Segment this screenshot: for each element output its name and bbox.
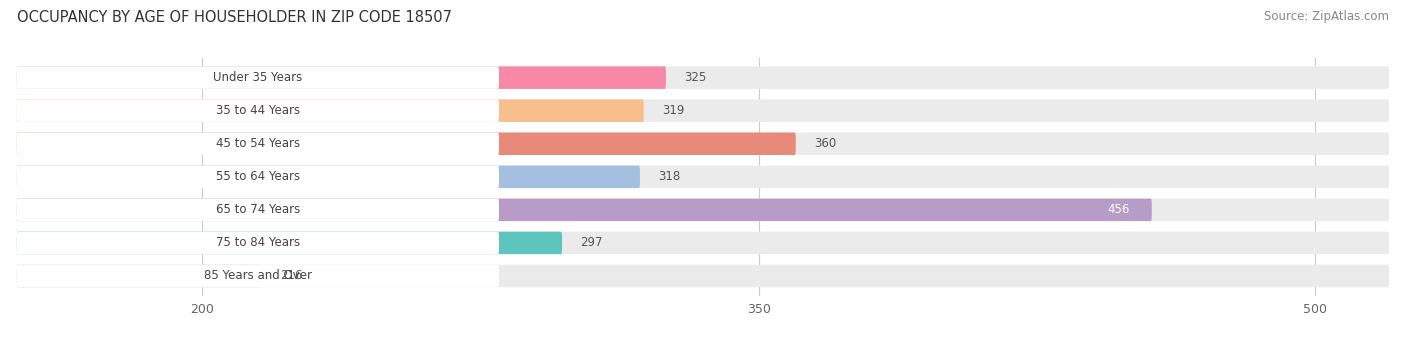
Text: 325: 325: [685, 71, 707, 84]
FancyBboxPatch shape: [17, 166, 499, 188]
Text: 216: 216: [280, 270, 302, 283]
FancyBboxPatch shape: [17, 133, 796, 155]
FancyBboxPatch shape: [17, 99, 1389, 122]
FancyBboxPatch shape: [17, 66, 1389, 89]
Text: 45 to 54 Years: 45 to 54 Years: [217, 137, 299, 150]
FancyBboxPatch shape: [17, 166, 1389, 188]
Text: Source: ZipAtlas.com: Source: ZipAtlas.com: [1264, 10, 1389, 23]
Text: 65 to 74 Years: 65 to 74 Years: [215, 203, 299, 216]
FancyBboxPatch shape: [17, 265, 262, 287]
FancyBboxPatch shape: [17, 133, 499, 155]
FancyBboxPatch shape: [17, 66, 499, 89]
Text: Under 35 Years: Under 35 Years: [214, 71, 302, 84]
FancyBboxPatch shape: [17, 99, 644, 122]
FancyBboxPatch shape: [17, 232, 499, 254]
FancyBboxPatch shape: [17, 199, 1152, 221]
FancyBboxPatch shape: [17, 166, 640, 188]
Text: 318: 318: [658, 170, 681, 183]
Text: 75 to 84 Years: 75 to 84 Years: [217, 236, 299, 250]
FancyBboxPatch shape: [17, 265, 499, 287]
FancyBboxPatch shape: [17, 199, 1389, 221]
FancyBboxPatch shape: [17, 99, 499, 122]
FancyBboxPatch shape: [17, 265, 1389, 287]
Text: OCCUPANCY BY AGE OF HOUSEHOLDER IN ZIP CODE 18507: OCCUPANCY BY AGE OF HOUSEHOLDER IN ZIP C…: [17, 10, 451, 25]
Text: 55 to 64 Years: 55 to 64 Years: [217, 170, 299, 183]
FancyBboxPatch shape: [17, 232, 562, 254]
Text: 297: 297: [581, 236, 603, 250]
FancyBboxPatch shape: [17, 199, 499, 221]
Text: 319: 319: [662, 104, 685, 117]
FancyBboxPatch shape: [17, 232, 1389, 254]
Text: 85 Years and Over: 85 Years and Over: [204, 270, 312, 283]
FancyBboxPatch shape: [17, 66, 666, 89]
Text: 360: 360: [814, 137, 837, 150]
FancyBboxPatch shape: [17, 133, 1389, 155]
Text: 35 to 44 Years: 35 to 44 Years: [217, 104, 299, 117]
Text: 456: 456: [1107, 203, 1129, 216]
